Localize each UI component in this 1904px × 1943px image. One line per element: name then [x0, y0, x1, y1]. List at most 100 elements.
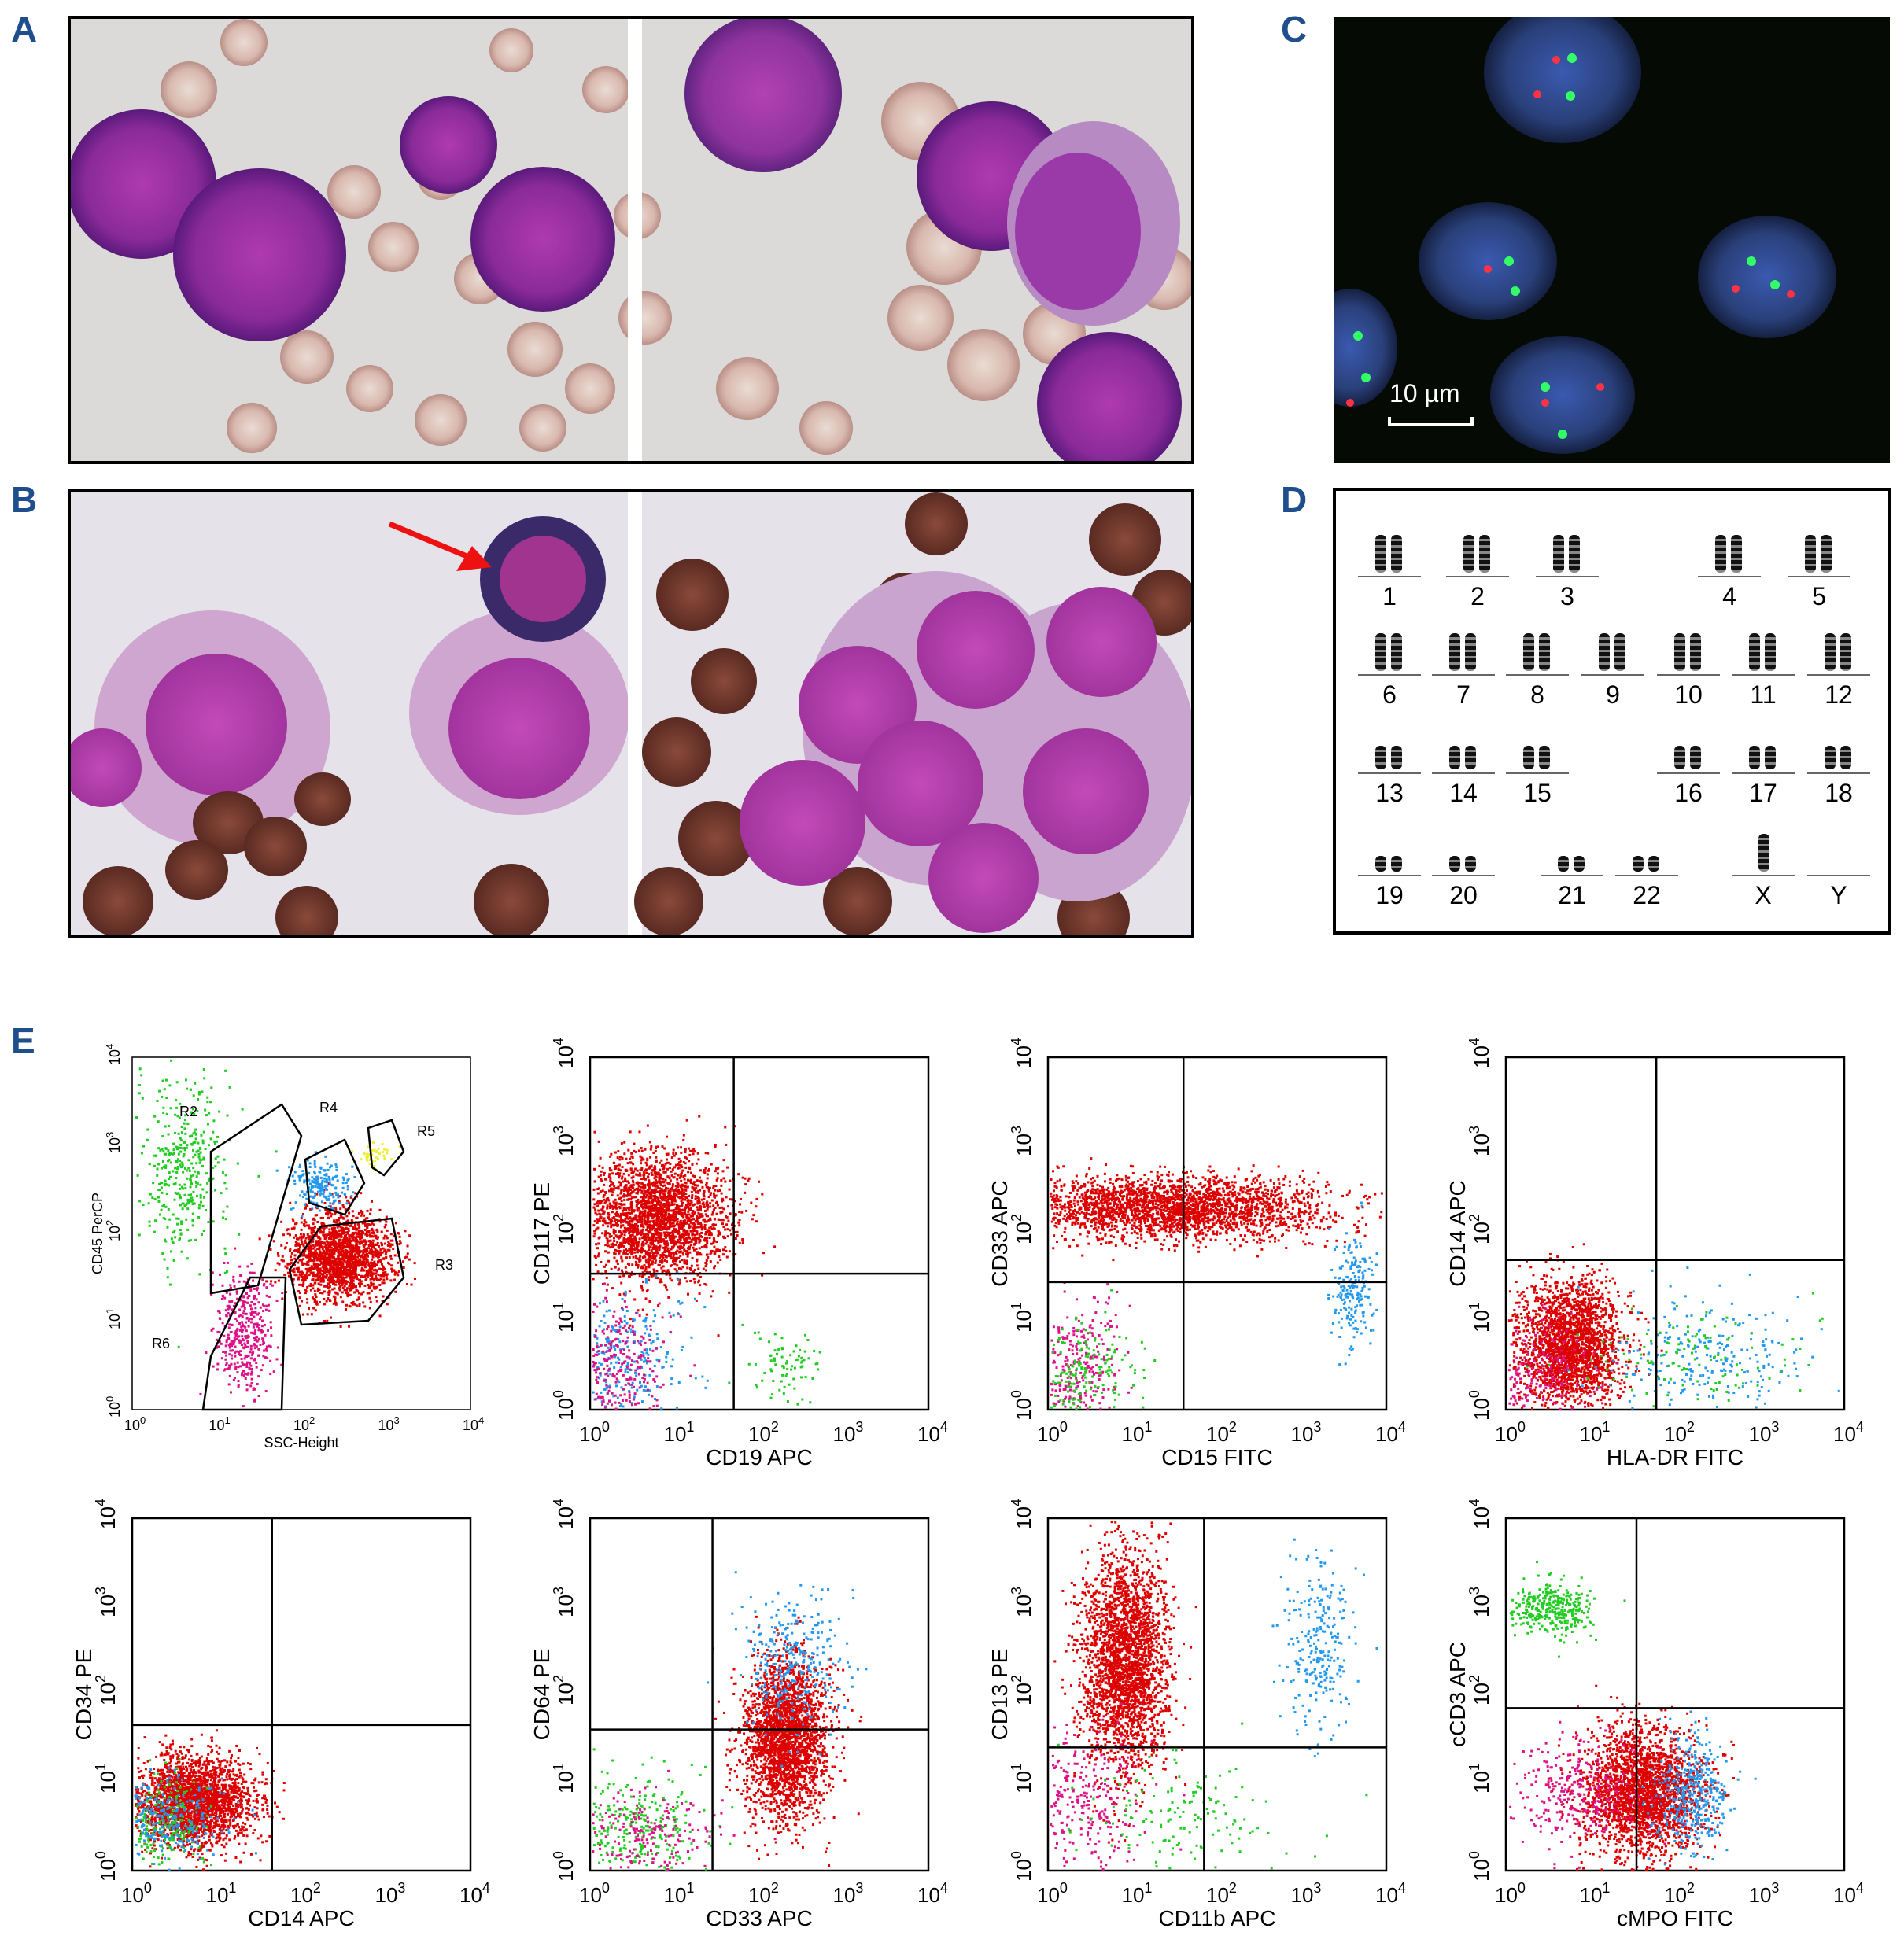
- event-dot: [727, 1205, 730, 1208]
- event-dot: [172, 1170, 175, 1173]
- event-dot: [242, 1370, 245, 1373]
- event-dot: [179, 1166, 183, 1169]
- event-dot: [173, 1229, 176, 1232]
- event-dot: [620, 1257, 623, 1260]
- event-dot: [697, 1158, 700, 1161]
- event-dot: [325, 1226, 328, 1229]
- event-dot: [601, 1283, 604, 1286]
- event-dot: [223, 1247, 227, 1250]
- event-dot: [349, 1268, 352, 1271]
- event-dot: [640, 1266, 644, 1270]
- event-dot: [661, 1212, 664, 1215]
- event-dot: [684, 1208, 687, 1211]
- event-dot: [289, 1248, 292, 1251]
- event-dot: [330, 1246, 333, 1249]
- event-dot: [179, 1150, 183, 1153]
- event-dot: [328, 1267, 331, 1270]
- event-dot: [228, 1139, 231, 1142]
- event-dot: [190, 1174, 193, 1178]
- event-dot: [660, 1240, 663, 1243]
- event-dot: [644, 1267, 648, 1270]
- event-dot: [290, 1252, 293, 1255]
- event-dot: [199, 1183, 202, 1186]
- event-dot: [720, 1206, 723, 1209]
- event-dot: [292, 1278, 295, 1281]
- event-dot: [304, 1267, 308, 1270]
- event-dot: [381, 1300, 384, 1303]
- event-dot: [284, 1246, 287, 1249]
- chromosome: [1553, 535, 1564, 573]
- event-dot: [343, 1289, 346, 1292]
- event-dot: [677, 1163, 681, 1167]
- event-dot: [672, 1219, 675, 1222]
- event-dot: [677, 1205, 680, 1208]
- event-dot: [700, 1246, 703, 1249]
- event-dot: [323, 1185, 327, 1188]
- event-dot: [318, 1301, 321, 1304]
- event-dot: [694, 1241, 697, 1244]
- event-dot: [212, 1365, 215, 1368]
- event-dot: [363, 1260, 366, 1263]
- event-dot: [684, 1242, 688, 1245]
- event-dot: [252, 1325, 255, 1329]
- event-dot: [315, 1182, 319, 1185]
- event-dot: [386, 1237, 389, 1240]
- event-dot: [667, 1212, 670, 1215]
- event-dot: [316, 1248, 319, 1251]
- event-dot: [317, 1282, 320, 1285]
- event-dot: [311, 1296, 314, 1300]
- event-dot: [694, 1226, 697, 1229]
- event-dot: [317, 1235, 320, 1238]
- chromosome: [1375, 856, 1386, 872]
- event-dot: [613, 1202, 616, 1205]
- event-dot: [188, 1200, 191, 1203]
- event-dot: [255, 1345, 258, 1348]
- event-dot: [354, 1275, 357, 1278]
- event-dot: [355, 1259, 358, 1263]
- event-dot: [169, 1161, 172, 1164]
- event-dot: [341, 1283, 344, 1286]
- event-dot: [323, 1202, 327, 1205]
- event-dot: [360, 1255, 363, 1259]
- event-dot: [357, 1229, 360, 1232]
- event-dot: [346, 1272, 349, 1275]
- event-dot: [315, 1300, 319, 1303]
- event-dot: [662, 1217, 665, 1220]
- event-dot: [653, 1270, 656, 1274]
- event-dot: [310, 1227, 313, 1230]
- event-dot: [244, 1354, 247, 1357]
- chromosome-baseline: [1358, 576, 1421, 577]
- event-dot: [330, 1207, 334, 1211]
- event-dot: [349, 1273, 352, 1276]
- event-dot: [614, 1218, 617, 1221]
- event-dot: [622, 1274, 625, 1278]
- event-dot: [351, 1278, 354, 1281]
- event-dot: [360, 1292, 363, 1296]
- event-dot: [644, 1265, 648, 1268]
- event-dot: [318, 1263, 321, 1266]
- event-dot: [332, 1196, 335, 1199]
- event-dot: [327, 1255, 330, 1259]
- event-dot: [301, 1215, 304, 1218]
- event-dot: [261, 1343, 264, 1346]
- event-dot: [340, 1267, 343, 1270]
- event-dot: [648, 1266, 651, 1269]
- event-dot: [625, 1241, 628, 1244]
- chromosome: [1648, 856, 1659, 872]
- event-dot: [318, 1250, 321, 1253]
- event-dot: [643, 1264, 646, 1267]
- event-dot: [270, 1280, 273, 1283]
- event-dot: [639, 1174, 642, 1177]
- event-dot: [323, 1290, 326, 1293]
- event-dot: [633, 1298, 637, 1301]
- event-dot: [242, 1346, 245, 1349]
- event-dot: [665, 1201, 668, 1204]
- event-dot: [655, 1184, 659, 1187]
- event-dot: [397, 1261, 400, 1264]
- event-dot: [666, 1201, 670, 1204]
- event-dot: [641, 1210, 644, 1213]
- event-dot: [301, 1300, 304, 1303]
- event-dot: [282, 1233, 285, 1237]
- event-dot: [338, 1258, 341, 1261]
- chromosome-baseline: [1788, 576, 1850, 577]
